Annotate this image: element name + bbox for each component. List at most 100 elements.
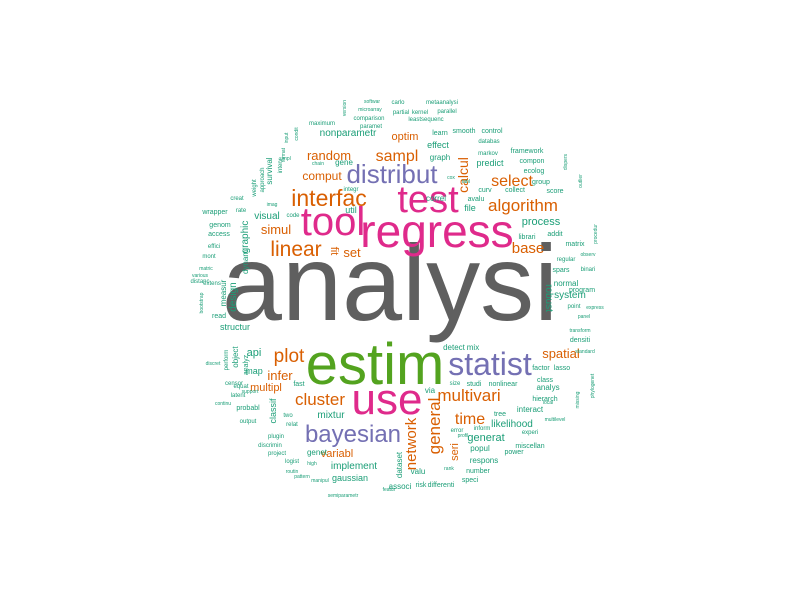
word: multilevel xyxy=(545,417,566,423)
word: respons xyxy=(470,456,498,465)
word: point xyxy=(567,304,580,310)
word: distanc xyxy=(190,279,209,285)
word: semiparametr xyxy=(328,493,359,499)
word: object xyxy=(231,346,240,368)
word: microarray xyxy=(358,107,382,113)
word: lasso xyxy=(554,365,570,372)
word: inform xyxy=(474,426,491,432)
word: differenti xyxy=(428,482,455,489)
word: cluster xyxy=(295,390,345,409)
word: linear xyxy=(270,238,321,261)
word: distribut xyxy=(346,159,438,189)
word: wrapper xyxy=(201,209,228,216)
word: transform xyxy=(569,328,590,334)
word: format xyxy=(281,147,287,162)
word: discret xyxy=(206,361,221,367)
word: fit xyxy=(328,247,340,256)
word: base xyxy=(512,240,545,257)
word: weight xyxy=(252,179,258,198)
word: graph xyxy=(430,153,450,162)
word: matric xyxy=(199,266,213,272)
word: set xyxy=(343,245,361,260)
word: network xyxy=(403,417,420,470)
word: predict xyxy=(476,158,504,168)
word: bootstrap xyxy=(199,292,205,313)
word: comput xyxy=(302,169,342,183)
word: risk xyxy=(416,482,427,489)
word: parallel xyxy=(437,109,456,115)
word: time xyxy=(455,411,485,428)
word: tree xyxy=(494,411,506,418)
word: databas xyxy=(478,139,499,145)
word: studi xyxy=(467,381,482,388)
word: effect xyxy=(427,140,449,150)
word: pattern xyxy=(294,474,310,480)
word: genom xyxy=(209,222,231,229)
word: structur xyxy=(220,322,250,332)
word: hierarch xyxy=(532,396,557,403)
word: multivari xyxy=(437,386,500,405)
word: miscellan xyxy=(515,443,544,450)
word: size xyxy=(450,381,461,387)
word: power xyxy=(504,449,524,456)
word: nonparametr xyxy=(320,128,377,139)
word: metaanalysi xyxy=(426,100,458,106)
word: nonlinear xyxy=(489,381,518,388)
word: calcul xyxy=(455,157,471,193)
word: densiti xyxy=(570,337,591,344)
word: valu xyxy=(411,467,426,476)
word: observ xyxy=(580,252,596,258)
word: plot xyxy=(274,346,305,367)
word: addit xyxy=(547,231,562,238)
word: tabl xyxy=(462,179,470,185)
word: discrimin xyxy=(258,443,282,449)
word: factor xyxy=(532,365,550,372)
word: chain xyxy=(312,161,324,167)
word: output xyxy=(240,419,257,425)
word: variabl xyxy=(321,448,353,460)
word: api xyxy=(247,347,262,359)
word: featur xyxy=(383,487,396,493)
word: optim xyxy=(392,131,419,143)
word: probabl xyxy=(236,405,260,412)
word: creat xyxy=(230,196,244,202)
word: integr xyxy=(343,187,358,193)
word: standard xyxy=(575,349,595,355)
word: sampl xyxy=(376,148,419,165)
word: softwar xyxy=(364,99,380,105)
word: phylogenet xyxy=(590,373,596,398)
word: learn xyxy=(432,130,448,137)
word: smooth xyxy=(453,128,476,135)
word: rate xyxy=(236,208,247,214)
word: dataset xyxy=(395,451,404,478)
word: perform xyxy=(224,350,230,371)
word: classif xyxy=(268,398,278,424)
word: interact xyxy=(517,405,544,414)
word: plugin xyxy=(268,434,284,440)
word: system xyxy=(554,290,586,301)
word: seri xyxy=(449,443,461,461)
word: tool xyxy=(301,200,366,244)
word: interfac xyxy=(291,185,366,211)
word: error xyxy=(451,428,464,434)
word: carlo xyxy=(391,100,405,106)
word: express xyxy=(586,305,604,311)
word: likelihood xyxy=(491,419,533,430)
word: visual xyxy=(254,211,280,222)
word: framework xyxy=(511,148,544,155)
word: infer xyxy=(267,368,293,383)
word: gene xyxy=(335,158,353,167)
word: survival xyxy=(265,157,274,184)
word: relat xyxy=(286,422,298,428)
word: control xyxy=(481,128,502,135)
word: analysi xyxy=(222,222,558,343)
word: spatial xyxy=(542,346,580,361)
word: random xyxy=(307,148,351,163)
word: popul xyxy=(470,444,490,453)
word: project xyxy=(268,451,286,457)
word: avalu xyxy=(468,196,485,203)
word: high xyxy=(307,461,317,467)
word: class xyxy=(537,377,553,384)
word: paramet xyxy=(360,124,382,130)
